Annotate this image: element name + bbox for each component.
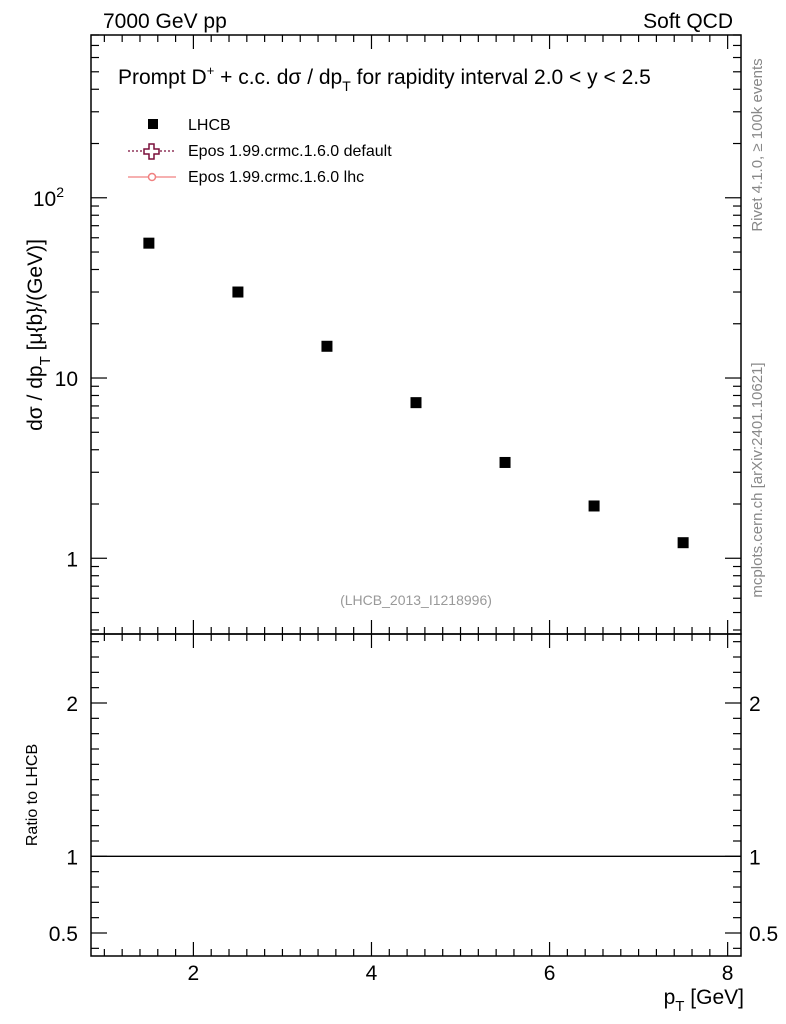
x-tick-label: 6: [544, 962, 556, 985]
data-markers: [91, 237, 741, 857]
y-tick-label-ratio-right: 2: [749, 693, 761, 716]
mcplots-label: mcplots.cern.ch [arXiv:2401.10621]: [749, 362, 766, 597]
lhcb-data-point: [499, 456, 511, 468]
legend-epos-lhc-label: Epos 1.99.crmc.1.6.0 lhc: [188, 169, 364, 186]
legend-lhcb-marker: [148, 119, 158, 129]
y-tick-label-ratio-right: 1: [749, 846, 761, 869]
y-tick-label-ratio-right: 0.5: [749, 923, 778, 946]
ratio-plot-frame: [90, 633, 742, 957]
y-tick-label-ratio-left: 1: [66, 846, 78, 869]
y-tick-label-ratio-left: 2: [66, 693, 78, 716]
x-tick-label: 2: [188, 962, 200, 985]
x-tick-label: 8: [722, 962, 734, 985]
legend: LHCB Epos 1.99.crmc.1.6.0 default Epos 1…: [128, 117, 392, 186]
lhcb-data-point: [410, 397, 422, 409]
y-tick-label-main: 1: [66, 548, 78, 571]
energy-label: 7000 GeV pp: [103, 10, 227, 33]
x-axis-label: pT [GeV]: [664, 986, 744, 1015]
lhcb-data-point: [321, 340, 333, 352]
y-tick-label-main: 102: [33, 184, 64, 211]
legend-epos-default-marker: [128, 143, 176, 160]
y-tick-label-ratio-left: 0.5: [49, 923, 78, 946]
y-axis-label: dσ / dpT [μ{b}/(GeV)]: [24, 239, 54, 431]
lhcb-data-point: [143, 237, 155, 249]
analysis-watermark: (LHCB_2013_I1218996): [340, 592, 492, 608]
lhcb-data-point: [232, 286, 244, 298]
legend-epos-lhc-marker: [128, 172, 176, 182]
chart-title: Prompt D+ + c.c. dσ / dpT for rapidity i…: [118, 63, 651, 94]
x-tick-label: 4: [366, 962, 378, 985]
legend-epos-default-label: Epos 1.99.crmc.1.6.0 default: [188, 143, 392, 160]
legend-lhcb-label: LHCB: [188, 117, 231, 134]
ratio-y-axis-label: Ratio to LHCB: [24, 744, 41, 846]
lhcb-data-point: [588, 500, 600, 512]
tick-labels: 2 4 6 8 1 10 102 0.5 0.5 1 1 2 2: [33, 184, 778, 985]
lhcb-data-point: [677, 537, 689, 549]
rivet-version-label: Rivet 4.1.0, ≥ 100k events: [749, 58, 766, 231]
y-tick-label-main: 10: [55, 368, 78, 391]
category-label: Soft QCD: [643, 10, 733, 33]
